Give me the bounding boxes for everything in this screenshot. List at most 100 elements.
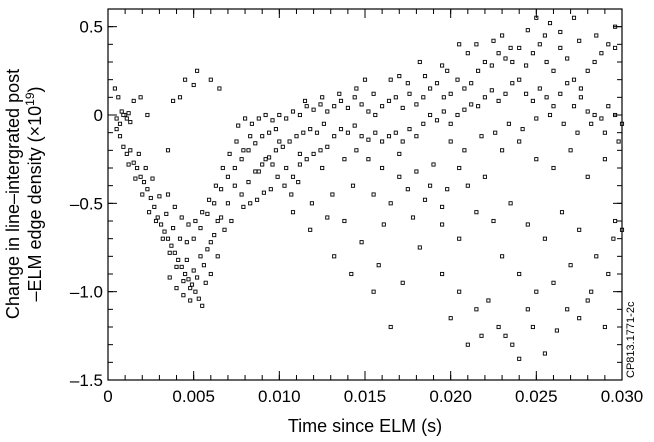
data-point <box>414 134 419 139</box>
data-point <box>208 271 213 277</box>
data-point <box>577 227 582 232</box>
data-point <box>474 210 479 215</box>
data-point <box>510 81 515 86</box>
data-point <box>397 151 402 156</box>
data-point <box>578 86 583 91</box>
data-point <box>124 151 129 156</box>
data-point <box>508 201 513 206</box>
data-point <box>290 109 296 114</box>
data-point <box>131 160 136 165</box>
data-point <box>160 236 165 241</box>
data-point <box>309 201 314 206</box>
data-point <box>551 165 556 171</box>
data-point <box>462 148 467 153</box>
data-point <box>476 68 481 73</box>
data-point <box>448 316 453 321</box>
data-point <box>297 151 302 156</box>
data-point <box>585 174 590 179</box>
data-point <box>164 211 169 216</box>
data-point <box>287 139 292 144</box>
data-point <box>261 190 266 195</box>
data-point <box>373 130 378 135</box>
data-point <box>602 324 607 330</box>
data-point <box>225 201 230 206</box>
data-point <box>176 257 181 262</box>
data-point <box>289 192 294 197</box>
y-axis-title-line1: Change in line–intergrated post <box>3 69 23 319</box>
data-point <box>434 118 440 123</box>
data-point <box>169 243 174 248</box>
data-point <box>116 95 121 100</box>
data-point <box>150 176 155 181</box>
data-point <box>500 33 505 38</box>
data-point <box>337 91 342 96</box>
data-point <box>186 277 191 282</box>
data-point <box>253 141 258 146</box>
data-point <box>207 197 212 202</box>
data-point <box>320 95 325 100</box>
data-point <box>284 165 289 171</box>
data-point <box>592 59 597 65</box>
data-point <box>152 204 157 209</box>
data-point <box>530 98 535 103</box>
data-point <box>530 51 535 56</box>
data-point <box>236 123 241 128</box>
data-point <box>577 316 582 321</box>
data-point <box>592 112 597 118</box>
data-point <box>431 162 436 167</box>
data-point <box>474 307 479 312</box>
data-point <box>479 333 484 338</box>
data-point <box>482 174 487 179</box>
data-point <box>510 59 515 65</box>
data-point <box>234 139 239 144</box>
data-point <box>126 162 131 167</box>
data-point <box>260 162 265 167</box>
y-axis-title-line2-pre: –ELM edge density (×10 <box>25 106 45 302</box>
data-point <box>434 81 440 86</box>
data-point <box>196 296 201 301</box>
data-point <box>191 236 196 241</box>
data-point <box>270 162 275 167</box>
data-point <box>186 222 191 227</box>
data-point <box>332 134 337 139</box>
data-point <box>143 165 148 171</box>
data-point <box>243 116 248 121</box>
data-point <box>352 123 357 128</box>
data-point <box>136 151 141 156</box>
data-point <box>330 192 335 197</box>
data-point <box>561 121 566 126</box>
data-point <box>486 298 491 303</box>
x-tick-label: 0.030 <box>601 387 644 406</box>
data-point <box>256 169 261 174</box>
data-point <box>177 95 183 100</box>
data-point <box>138 95 143 100</box>
data-point <box>200 210 205 215</box>
data-point <box>565 81 570 86</box>
data-point <box>440 222 445 227</box>
data-point <box>179 264 184 269</box>
data-point <box>457 289 462 294</box>
data-point <box>208 240 213 245</box>
data-point <box>179 215 184 220</box>
data-point <box>440 63 445 68</box>
data-point <box>469 102 474 107</box>
data-point <box>400 139 405 144</box>
data-point <box>342 218 347 224</box>
data-point <box>585 68 590 73</box>
data-point <box>157 194 162 199</box>
data-point <box>407 127 412 132</box>
data-point <box>537 86 542 91</box>
data-point <box>172 204 177 209</box>
data-point <box>571 104 577 109</box>
data-point <box>380 139 385 144</box>
data-point <box>465 342 470 347</box>
data-point <box>212 233 217 238</box>
data-point <box>114 127 119 132</box>
data-point <box>359 240 364 245</box>
data-point <box>544 59 549 65</box>
data-point <box>510 342 515 347</box>
data-point <box>594 33 599 38</box>
data-point <box>249 121 254 126</box>
data-point <box>469 81 474 86</box>
data-point <box>441 95 446 100</box>
